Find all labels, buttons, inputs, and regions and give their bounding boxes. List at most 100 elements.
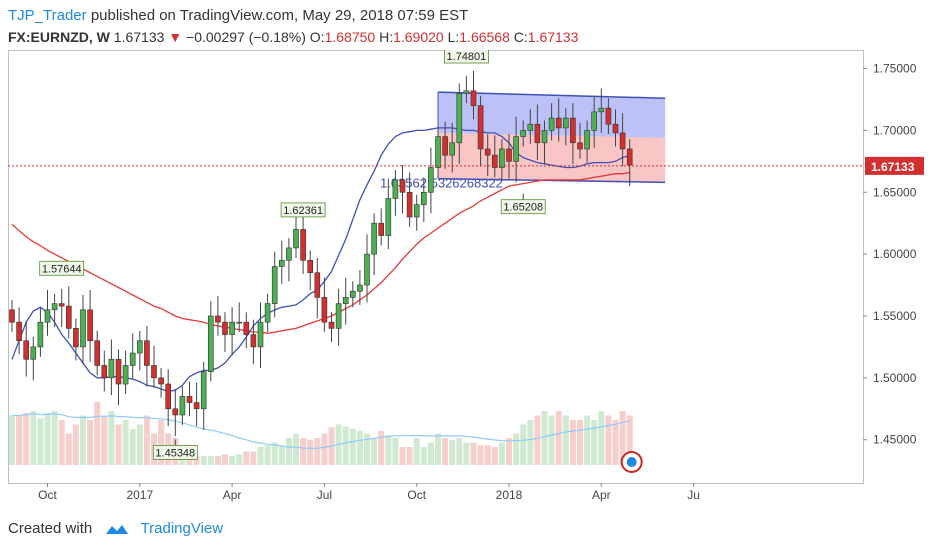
candle (555, 98, 562, 142)
candle-body (129, 352, 136, 366)
candle-body (137, 340, 143, 354)
x-tick-label: Apr (592, 488, 611, 502)
candle-body (392, 179, 399, 199)
volume-bar (548, 415, 555, 465)
candle (264, 293, 271, 333)
candle-body (51, 303, 58, 311)
candle-body (420, 191, 427, 205)
volume-bar (612, 420, 619, 465)
candle-body (87, 309, 93, 342)
candle (449, 122, 456, 173)
candle (44, 290, 51, 336)
volume-bar (122, 420, 129, 465)
volume-bar (51, 411, 58, 465)
candle (520, 120, 527, 147)
candle-body (172, 408, 179, 416)
candle (470, 71, 477, 120)
price-chart[interactable]: 1.03562 5326268322 1.57644 1.45348 1.62361 1… (8, 50, 924, 510)
candle-body (115, 358, 122, 385)
candle-body (158, 377, 164, 385)
annotation-box (500, 199, 546, 215)
candle-body (94, 340, 100, 366)
candle (115, 349, 122, 406)
author-link[interactable]: TJP_Trader (8, 7, 87, 24)
volume-bar (16, 415, 23, 465)
x-tick-label: Apr (223, 488, 242, 502)
candle (534, 104, 541, 161)
candle (357, 270, 363, 305)
y-tick-label: 1.65000 (873, 185, 917, 199)
volume-bar (349, 429, 356, 465)
candle (413, 194, 420, 231)
candle-body (122, 365, 129, 385)
volume-bar (442, 438, 449, 465)
candle (108, 339, 115, 396)
candle (513, 116, 519, 183)
candle (172, 388, 179, 436)
candle (151, 345, 157, 388)
down-arrow-icon: ▼ (168, 29, 183, 45)
candle-body (484, 148, 491, 156)
candle-body (534, 123, 541, 144)
volume-bar (498, 442, 505, 465)
x-tick-label: 2017 (126, 488, 153, 502)
ma-slow-line (11, 171, 630, 334)
candle (499, 139, 505, 182)
candle (527, 109, 534, 145)
x-tick-label: Jul (317, 488, 332, 502)
candle (250, 319, 257, 365)
candle-body (349, 290, 356, 298)
candle-body (570, 117, 576, 144)
candle (37, 307, 44, 357)
candle-body (65, 305, 72, 329)
candle (144, 325, 150, 387)
volume-bar (520, 424, 527, 465)
candle (94, 330, 100, 376)
close-value: 1.67133 (527, 29, 579, 45)
tradingview-link[interactable]: TradingView (140, 520, 224, 537)
candle-body (555, 117, 562, 129)
candle-body (73, 328, 79, 348)
symbol-line: FX:EURNZD, W 1.67133 ▼ −0.00297 (−0.18%)… (8, 27, 908, 47)
volume-bar (378, 430, 385, 465)
candle-body (499, 148, 505, 168)
volume-bar (413, 438, 420, 465)
volume-bar (399, 447, 406, 465)
candle-body (577, 142, 583, 150)
volume-bar (37, 418, 44, 465)
volume-bar (577, 420, 583, 465)
tradingview-logo-icon (106, 525, 129, 535)
volume-bar (470, 442, 477, 465)
candle (186, 381, 193, 417)
volume-bar (456, 438, 463, 465)
volume-bar (278, 445, 285, 465)
last-price-label: 1.67133 (871, 160, 915, 174)
volume-bar (477, 445, 484, 465)
candle-body (9, 309, 15, 323)
candle (51, 293, 58, 328)
candle (619, 113, 626, 167)
candle-body (37, 321, 44, 348)
y-tick-label: 1.55000 (873, 309, 917, 323)
candle (420, 177, 427, 222)
candle (23, 320, 29, 377)
candle (477, 95, 484, 167)
low-label: L: (447, 29, 460, 45)
candle-body (16, 321, 22, 342)
candle (577, 122, 583, 159)
candle (349, 281, 356, 308)
candle-body (328, 321, 335, 329)
volume-bar (506, 438, 512, 465)
annotation-box (39, 260, 85, 276)
annotation-label: 1.74801 (447, 51, 487, 63)
volume-bar (392, 438, 399, 465)
candle-body (399, 179, 406, 193)
candle-body (314, 272, 321, 298)
volume-bar (562, 415, 569, 465)
candle-body (513, 136, 519, 162)
candle-body (406, 191, 413, 218)
volume-bar (420, 447, 427, 465)
volume-bar (65, 433, 72, 465)
candle (612, 109, 619, 147)
volume-bar (222, 454, 228, 465)
